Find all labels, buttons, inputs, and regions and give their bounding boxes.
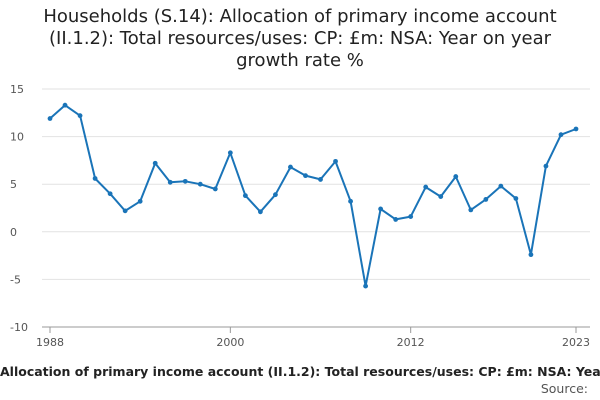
data-point[interactable] (47, 116, 53, 121)
series-line (49, 104, 577, 288)
data-point[interactable] (303, 173, 308, 179)
data-point[interactable] (573, 126, 579, 132)
data-point[interactable] (453, 174, 459, 179)
data-point[interactable] (273, 192, 278, 198)
source-label: Source: (540, 381, 588, 396)
data-point[interactable] (122, 208, 128, 214)
y-tick-label: -10 (10, 321, 28, 334)
data-point[interactable] (393, 217, 399, 222)
y-tick-label: 5 (10, 178, 17, 191)
data-point[interactable] (227, 150, 233, 156)
data-point[interactable] (348, 198, 353, 204)
data-point[interactable] (107, 191, 113, 197)
data-point[interactable] (152, 160, 158, 166)
data-point[interactable] (498, 183, 504, 189)
x-tick-label: 2000 (216, 336, 244, 349)
y-tick-label: 10 (10, 131, 24, 144)
data-point[interactable] (92, 176, 98, 181)
data-point[interactable] (423, 184, 429, 190)
data-point[interactable] (468, 207, 474, 213)
y-tick-labels: 15 10 5 0 -5 -10 (10, 83, 28, 334)
data-point[interactable] (363, 283, 368, 289)
gridlines (42, 88, 590, 328)
x-tick-labels: 1988 2000 2012 2023 (36, 336, 590, 349)
data-point[interactable] (212, 186, 218, 192)
data-point[interactable] (137, 198, 143, 204)
y-tick-label: 0 (10, 226, 17, 239)
x-axis (42, 326, 590, 333)
data-point[interactable] (513, 196, 519, 201)
data-point[interactable] (288, 164, 293, 170)
data-point[interactable] (378, 206, 384, 212)
data-point[interactable] (438, 194, 444, 199)
series-line-group (49, 104, 577, 288)
data-point[interactable] (77, 113, 83, 119)
data-point[interactable] (483, 197, 489, 202)
data-point[interactable] (242, 193, 248, 199)
footer-caption: Allocation of primary income account (II… (0, 364, 600, 384)
footer-caption-text: Allocation of primary income account (II… (0, 364, 600, 379)
chart-title: Households (S.14): Allocation of primary… (43, 6, 557, 71)
series-points (47, 102, 579, 289)
x-tick-label: 1988 (36, 336, 64, 349)
data-point[interactable] (333, 158, 338, 164)
x-tick-label: 2012 (397, 336, 425, 349)
data-point[interactable] (62, 102, 68, 108)
x-tick-label: 2023 (562, 336, 590, 349)
data-point[interactable] (528, 252, 534, 258)
data-point[interactable] (543, 163, 549, 169)
y-tick-label: -5 (10, 273, 21, 286)
data-point[interactable] (182, 178, 188, 184)
data-point[interactable] (408, 214, 414, 219)
data-point[interactable] (197, 181, 203, 187)
data-point[interactable] (558, 132, 564, 138)
data-point[interactable] (258, 209, 263, 215)
y-tick-label: 15 (10, 83, 24, 96)
data-point[interactable] (318, 177, 323, 182)
data-point[interactable] (167, 179, 173, 185)
